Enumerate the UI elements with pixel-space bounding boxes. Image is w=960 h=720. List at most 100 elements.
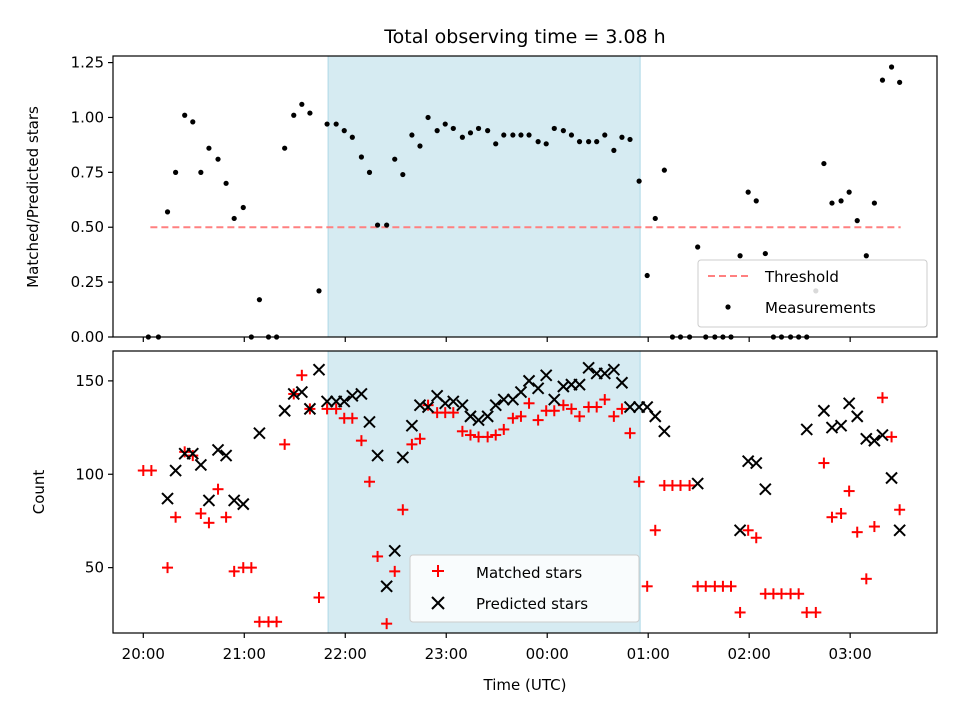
predicted-star-point: [548, 393, 561, 406]
legend-measurements-label: Measurements: [765, 299, 876, 317]
measurement-point: [425, 114, 431, 121]
predicted-star-point: [278, 404, 291, 417]
matched-star-point: [203, 517, 215, 529]
bottom-legend-box: [409, 554, 640, 623]
matched-star-point: [406, 438, 418, 450]
observing-window-span: [327, 55, 641, 338]
predicted-star-point: [817, 404, 831, 417]
predicted-star-point: [868, 434, 881, 447]
predicted-star-point: [396, 451, 410, 464]
measurement-point: [366, 169, 373, 175]
x-tick-label: 02:00: [728, 645, 771, 663]
predicted-star-point: [380, 580, 393, 593]
predicted-star-point: [615, 376, 629, 389]
matched-star-point: [818, 457, 830, 469]
matched-star-point: [245, 562, 257, 574]
measurement-point: [333, 121, 339, 127]
measurement-point: [173, 169, 179, 175]
predicted-star-point: [759, 482, 772, 496]
predicted-star-point: [405, 419, 419, 432]
predicted-star-point: [497, 393, 511, 406]
matched-star-point: [447, 407, 459, 419]
predicted-star-point: [607, 363, 621, 376]
matched-star-point: [355, 435, 367, 447]
matched-star-point: [162, 562, 174, 574]
measurement-point: [821, 160, 827, 167]
measurement-point: [510, 132, 516, 138]
measurement-point: [282, 145, 288, 151]
legend-threshold-label: Threshold: [764, 268, 839, 286]
matched-stars-series: [137, 369, 906, 630]
predicted-star-point: [320, 395, 334, 408]
x-tick-label: 21:00: [223, 645, 266, 663]
matched-star-point: [684, 479, 696, 491]
x-tick-label: 20:00: [122, 645, 165, 663]
predicted-star-point: [800, 423, 813, 436]
measurement-point: [846, 189, 852, 195]
predicted-star-point: [876, 428, 889, 442]
matched-star-point: [826, 511, 838, 523]
measurement-point: [256, 297, 263, 303]
y-tick-label: 150: [75, 372, 104, 390]
observing-window-top: [327, 55, 641, 338]
y-tick-label: 0.25: [71, 273, 104, 291]
matched-star-point: [490, 429, 502, 441]
matched-star-point: [633, 476, 645, 488]
measurement-point: [409, 132, 415, 138]
measurement-point: [897, 79, 903, 85]
matched-star-point: [876, 392, 888, 404]
matched-star-point: [641, 580, 653, 592]
measurement-point: [627, 136, 633, 143]
measurement-point: [518, 132, 524, 138]
matched-star-point: [843, 485, 855, 497]
top-x-axis-ticks: [142, 337, 851, 342]
matched-star-point: [507, 412, 519, 424]
measurement-point: [291, 112, 297, 118]
measurement-point: [551, 125, 557, 132]
matched-star-point: [228, 565, 240, 577]
predicted-star-point: [851, 410, 864, 423]
matched-star-point: [346, 412, 358, 424]
matched-star-point: [422, 399, 434, 411]
predicted-star-point: [893, 524, 906, 537]
predicted-star-point: [169, 464, 182, 477]
measurement-point: [182, 112, 188, 118]
measurement-point: [594, 139, 600, 145]
legend-matched-swatch: [432, 565, 444, 577]
predicted-star-point: [860, 432, 873, 445]
measurement-point: [568, 132, 575, 138]
matched-star-point: [616, 403, 628, 415]
measurement-point: [417, 143, 423, 149]
matched-star-point: [565, 403, 577, 415]
bottom-x-axis: 20:00 21:00 22:00 23:00 00:00 01:00 02:00 03:00: [122, 633, 872, 663]
measurement-point: [240, 204, 246, 211]
predicted-star-point: [447, 395, 460, 408]
measurement-point: [493, 141, 499, 147]
x-tick-label: 00:00: [526, 645, 569, 663]
predicted-star-point: [388, 544, 401, 558]
matched-star-point: [860, 573, 872, 585]
measurement-point: [316, 288, 322, 294]
measurement-point: [829, 200, 835, 206]
measurement-point: [526, 132, 532, 138]
measurement-point: [475, 125, 482, 132]
predicted-star-point: [733, 524, 747, 537]
matched-star-point: [279, 438, 291, 450]
top-legend: Threshold Measurements: [697, 259, 928, 328]
measurement-point: [231, 215, 237, 222]
predicted-star-point: [421, 400, 435, 414]
matched-star-point: [397, 504, 409, 516]
matched-star-point: [389, 565, 401, 577]
legend-predicted-label: Predicted stars: [476, 595, 588, 613]
predicted-star-point: [303, 402, 317, 416]
matched-star-point: [363, 476, 375, 488]
top-y-axis: 0.00 0.25 0.50 0.75 1.00 1.25: [71, 54, 113, 346]
predicted-star-point: [219, 449, 233, 462]
measurement-point: [501, 132, 507, 138]
measurement-point: [434, 128, 440, 134]
measurement-point: [586, 139, 592, 145]
bottom-y-axis: 50 100 150: [75, 372, 113, 577]
matched-star-point: [296, 369, 308, 381]
measurement-point: [619, 134, 625, 140]
matched-star-point: [330, 403, 342, 415]
